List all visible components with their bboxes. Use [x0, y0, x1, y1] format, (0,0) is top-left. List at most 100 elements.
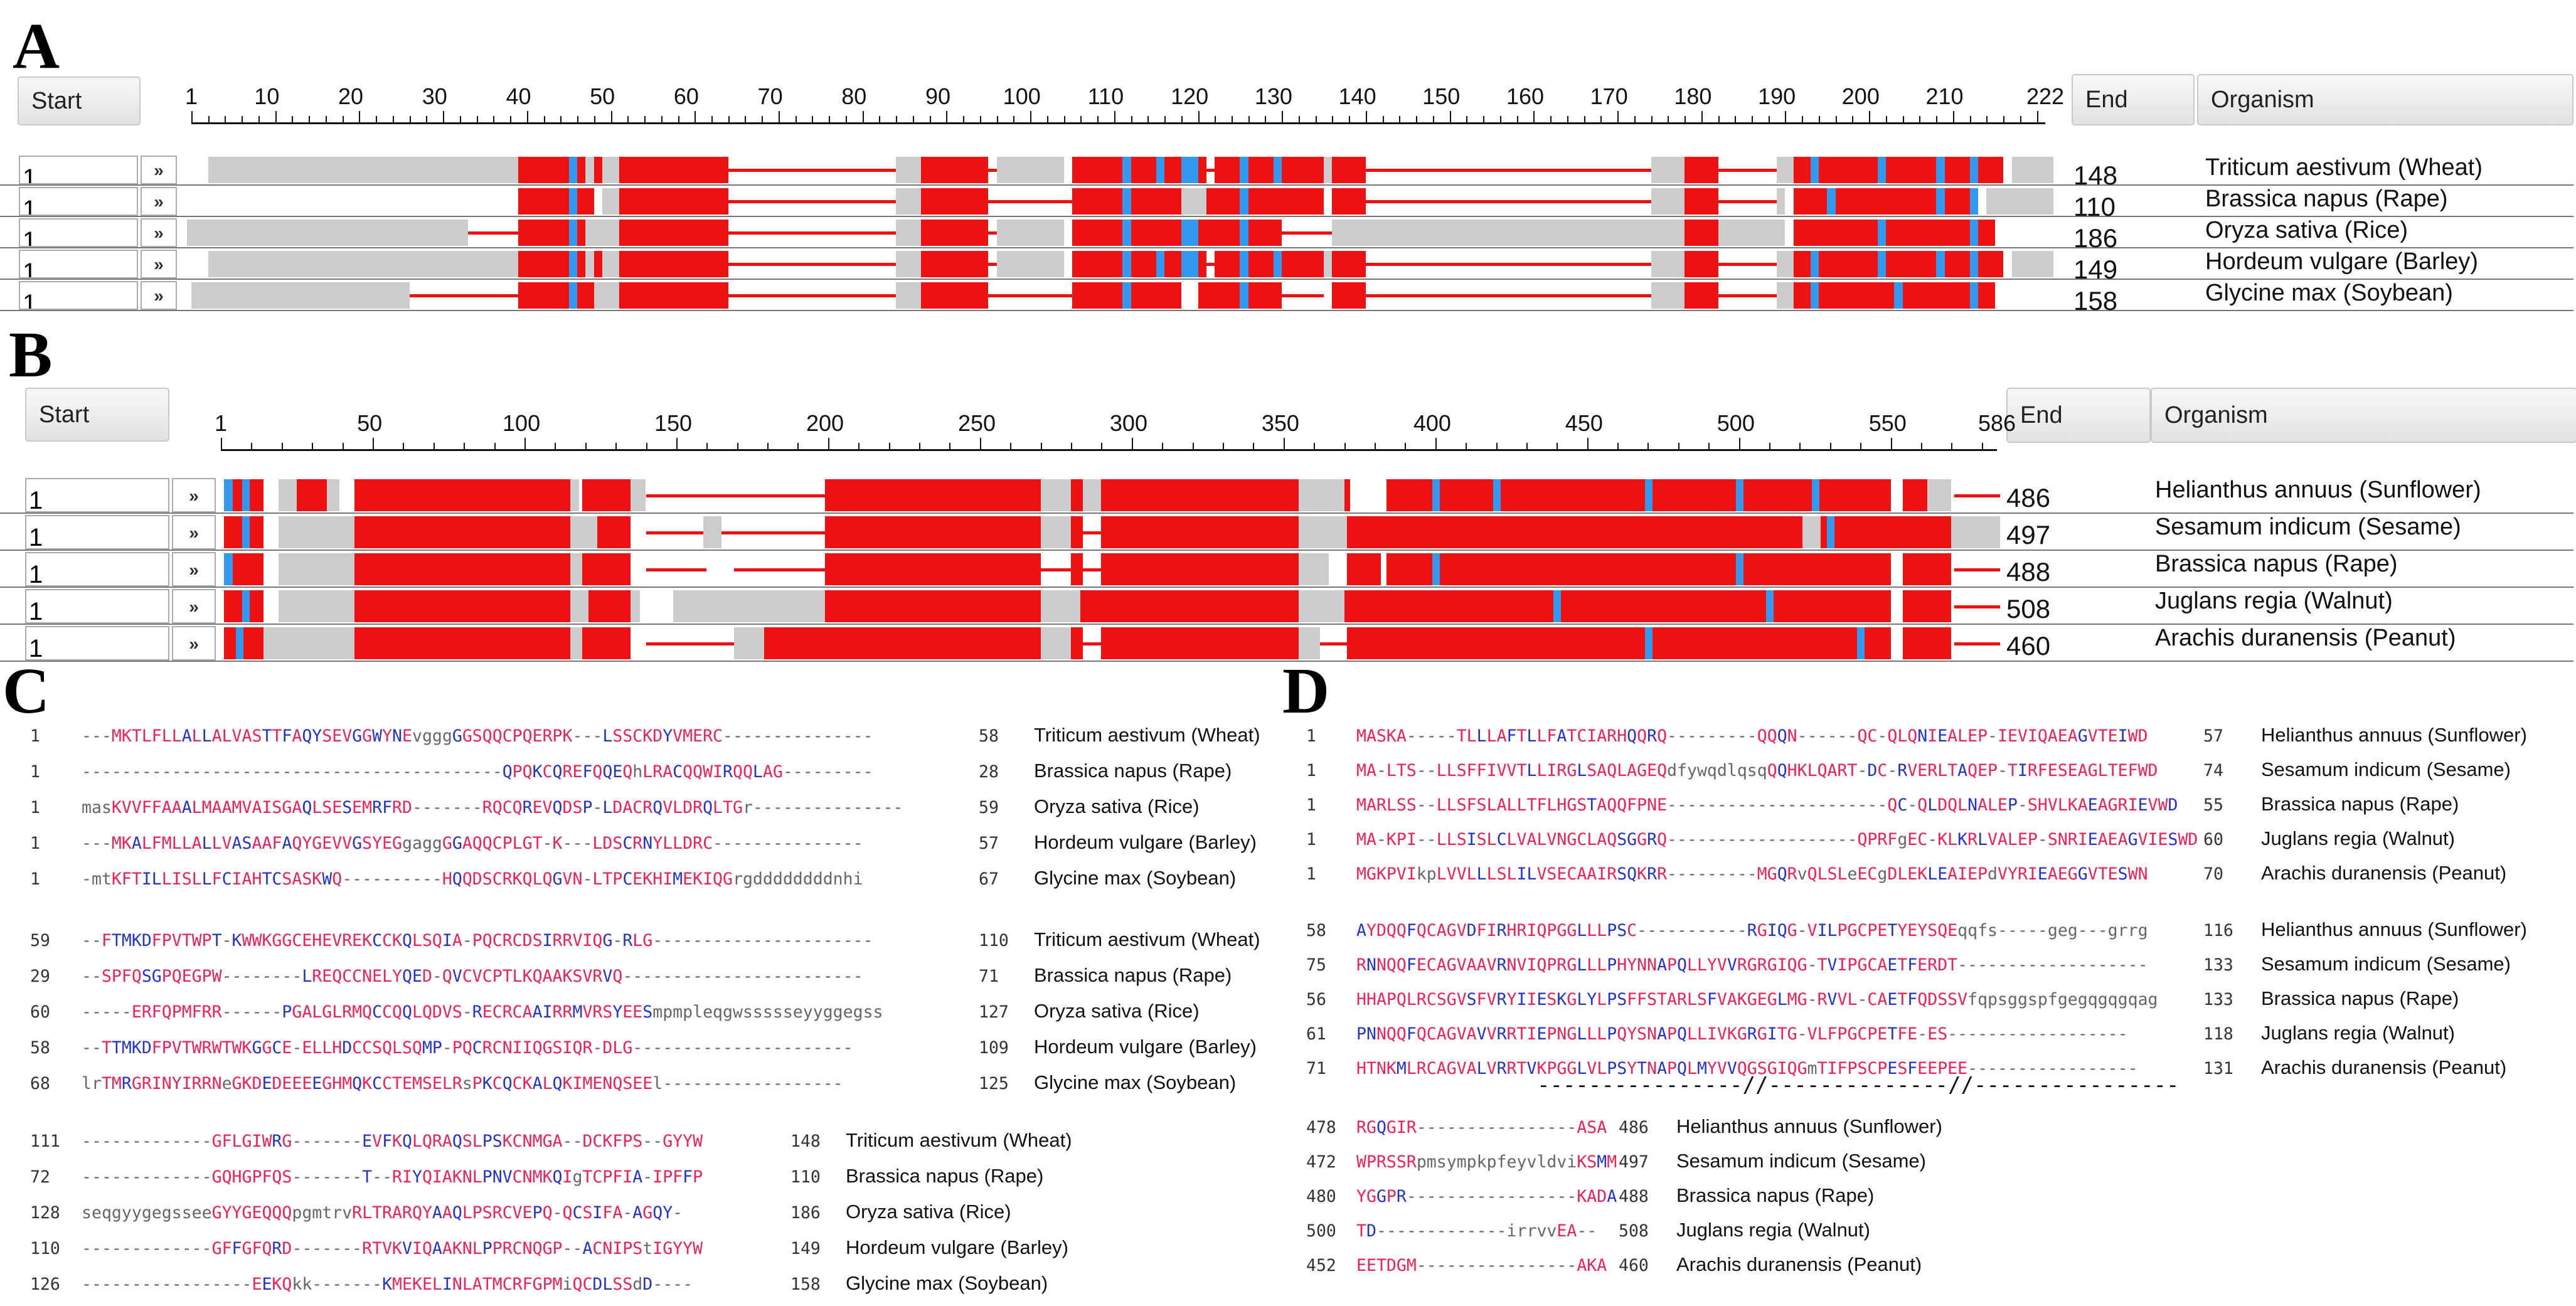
ruler-tick — [1080, 116, 1082, 122]
start-input[interactable]: 1 — [19, 187, 138, 216]
residue: E — [2087, 830, 2098, 849]
residue: - — [412, 869, 422, 889]
residue: - — [1817, 726, 1828, 746]
alignment-block — [296, 479, 327, 511]
residue: P — [1667, 1059, 1677, 1078]
ruler-label: 120 — [1171, 83, 1209, 109]
start-input[interactable]: 1 — [25, 478, 169, 512]
residue: E — [532, 798, 543, 817]
start-input[interactable]: 1 — [25, 626, 169, 661]
residue: R — [1496, 990, 1507, 1009]
residue: - — [1706, 830, 1717, 849]
expand-toggle-icon[interactable]: » — [141, 281, 177, 310]
residue: E — [693, 726, 703, 746]
residue: - — [853, 931, 863, 950]
expand-toggle-icon[interactable]: » — [172, 478, 216, 512]
residue: P — [1867, 921, 1878, 940]
start-input[interactable]: 1 — [19, 218, 138, 247]
residue: Q — [562, 1203, 573, 1223]
residue: i — [562, 1275, 573, 1294]
residue: - — [1998, 955, 2008, 975]
alignment-block — [208, 251, 519, 277]
residue: - — [582, 869, 593, 889]
residue: L — [1927, 795, 1938, 815]
residue: C — [382, 1002, 393, 1022]
residue: T — [2097, 726, 2108, 746]
residue: E — [2158, 830, 2168, 849]
residue: - — [252, 1002, 262, 1022]
alignment-end-number: 149 — [790, 1239, 821, 1258]
residue: - — [131, 1239, 142, 1258]
residue: I — [1546, 761, 1557, 780]
alignment-organism: Helianthus annuus (Sunflower) — [2261, 918, 2527, 940]
residue: S — [1476, 830, 1487, 849]
residue: E — [1977, 761, 1988, 780]
residue: - — [582, 834, 593, 853]
alignment-block — [921, 157, 989, 183]
residue: L — [191, 869, 202, 889]
alignment-block — [187, 220, 469, 246]
residue: F — [191, 1002, 202, 1022]
expand-toggle-icon[interactable]: » — [141, 187, 177, 216]
start-input[interactable]: 1 — [25, 552, 169, 587]
start-input[interactable]: 1 — [19, 250, 138, 279]
organism-button[interactable]: Organism — [2197, 74, 2573, 125]
residue: S — [622, 1074, 633, 1093]
residue: g — [2077, 990, 2088, 1009]
residue: Q — [272, 1167, 282, 1187]
expand-toggle-icon[interactable]: » — [172, 552, 216, 587]
residue: G — [732, 798, 743, 817]
residue: E — [632, 869, 643, 889]
expand-toggle-icon[interactable]: » — [172, 515, 216, 549]
residue: A — [211, 726, 222, 746]
residue: - — [742, 1038, 753, 1058]
start-input[interactable]: 1 — [19, 156, 138, 184]
residue: G — [1757, 921, 1767, 940]
residue: - — [181, 762, 192, 782]
residue: L — [432, 1275, 442, 1294]
expand-toggle-icon[interactable]: » — [141, 156, 177, 184]
alignment-block — [728, 263, 897, 266]
residue: E — [302, 931, 312, 950]
residue: G — [1747, 955, 1757, 975]
residue: N — [1366, 955, 1376, 975]
expand-toggle-icon[interactable]: » — [172, 589, 216, 624]
start-button-b[interactable]: Start — [25, 388, 169, 442]
end-button-b[interactable]: End — [2006, 388, 2151, 443]
residue: S — [362, 834, 373, 853]
residue: - — [121, 1132, 132, 1151]
residue: Q — [502, 762, 513, 782]
residue: - — [1988, 1059, 1998, 1078]
expand-toggle-icon[interactable]: » — [172, 626, 216, 661]
ruler-tick — [225, 116, 226, 122]
expand-toggle-icon[interactable]: » — [141, 218, 177, 247]
end-button[interactable]: End — [2072, 74, 2195, 125]
residue: E — [2057, 726, 2068, 746]
residue: - — [642, 1132, 653, 1151]
residue: - — [2097, 1059, 2108, 1078]
residue: E — [1907, 830, 1918, 849]
alignment-sequence: -------------GFLGIWRG-------EVFKQLQRAQSL… — [82, 1132, 703, 1151]
residue: C — [272, 1038, 282, 1058]
residue: D — [1376, 921, 1386, 940]
residue: I — [582, 931, 593, 950]
residue: A — [442, 1239, 452, 1258]
residue: - — [843, 931, 853, 950]
start-button[interactable]: Start — [18, 77, 141, 125]
residue: s — [2027, 990, 2038, 1009]
start-input[interactable]: 1 — [19, 281, 138, 310]
residue: L — [1817, 864, 1828, 884]
residue: A — [1557, 726, 1567, 746]
residue: - — [2107, 1024, 2118, 1044]
residue: - — [1426, 795, 1437, 815]
organism-button-b[interactable]: Organism — [2151, 388, 2576, 443]
start-input[interactable]: 1 — [25, 589, 169, 624]
residue: F — [2037, 761, 2048, 780]
residue: M — [181, 1002, 192, 1022]
residue: A — [1977, 795, 1988, 815]
residue: C — [342, 967, 353, 986]
expand-toggle-icon[interactable]: » — [141, 250, 177, 279]
start-input[interactable]: 1 — [25, 515, 169, 549]
residue: Q — [402, 1002, 412, 1022]
residue: H — [1366, 990, 1376, 1009]
